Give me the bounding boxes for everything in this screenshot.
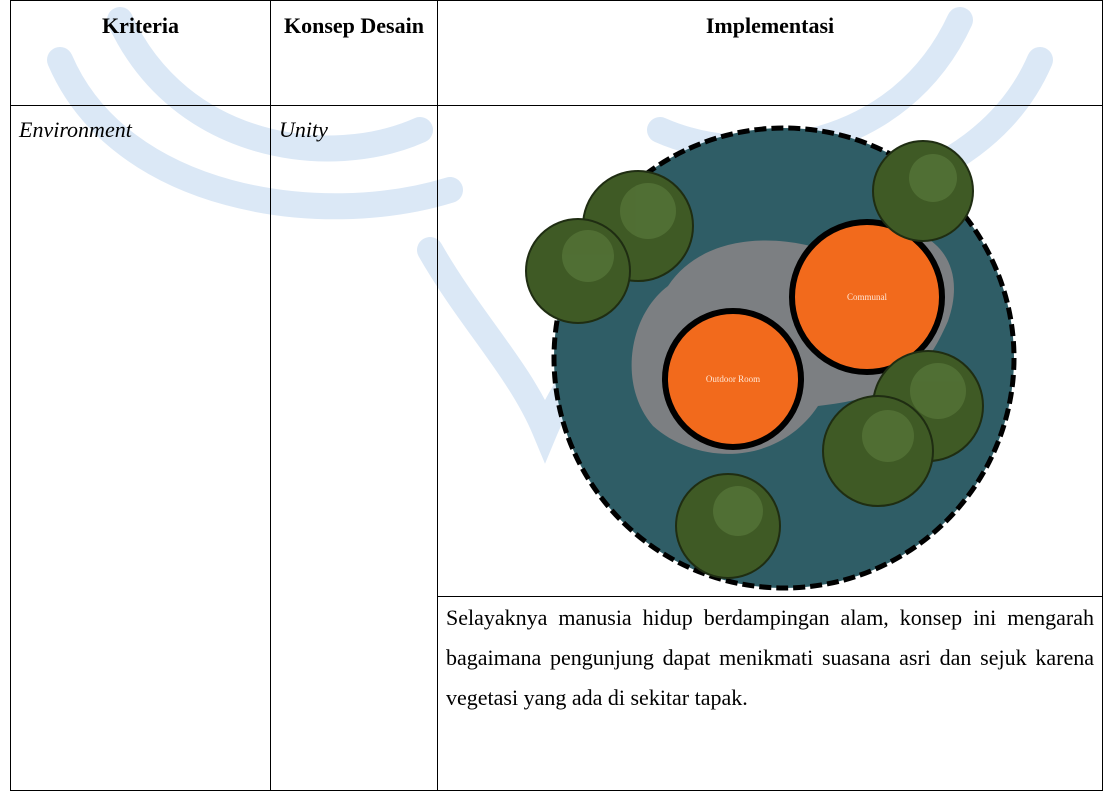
tree-highlight — [562, 230, 614, 282]
konsep-cell: Unity — [270, 105, 438, 791]
tree-highlight — [910, 363, 966, 419]
header-row: Kriteria Konsep Desain Implementasi — [10, 0, 1103, 106]
diagram-cell: Communal Outdoor Room — [437, 105, 1103, 597]
header-cell: Implementasi — [437, 0, 1103, 106]
tree-highlight — [620, 183, 676, 239]
tree-highlight — [713, 486, 763, 536]
tree-highlights — [562, 154, 966, 536]
outdoor-room-zone — [662, 308, 804, 450]
description-cell: Selayaknya manusia hidup berdampingan al… — [437, 596, 1103, 791]
tree-highlight — [862, 410, 914, 462]
header-cell: Kriteria — [10, 0, 271, 106]
header-cell: Konsep Desain — [270, 0, 438, 106]
criteria-table: Kriteria Konsep Desain Implementasi Envi… — [10, 0, 1103, 791]
site-diagram: Communal Outdoor Room — [525, 125, 1017, 591]
kriteria-cell: Environment — [10, 105, 271, 791]
body-row: Environment Unity Communal Outdoor Room — [10, 105, 1103, 791]
zone-label: Outdoor Room — [706, 374, 760, 384]
communal-zone — [789, 219, 945, 375]
tree-highlight — [909, 154, 957, 202]
zone-label: Communal — [847, 292, 887, 302]
body-row: Selayaknya manusia hidup berdampingan al… — [11, 596, 1103, 791]
